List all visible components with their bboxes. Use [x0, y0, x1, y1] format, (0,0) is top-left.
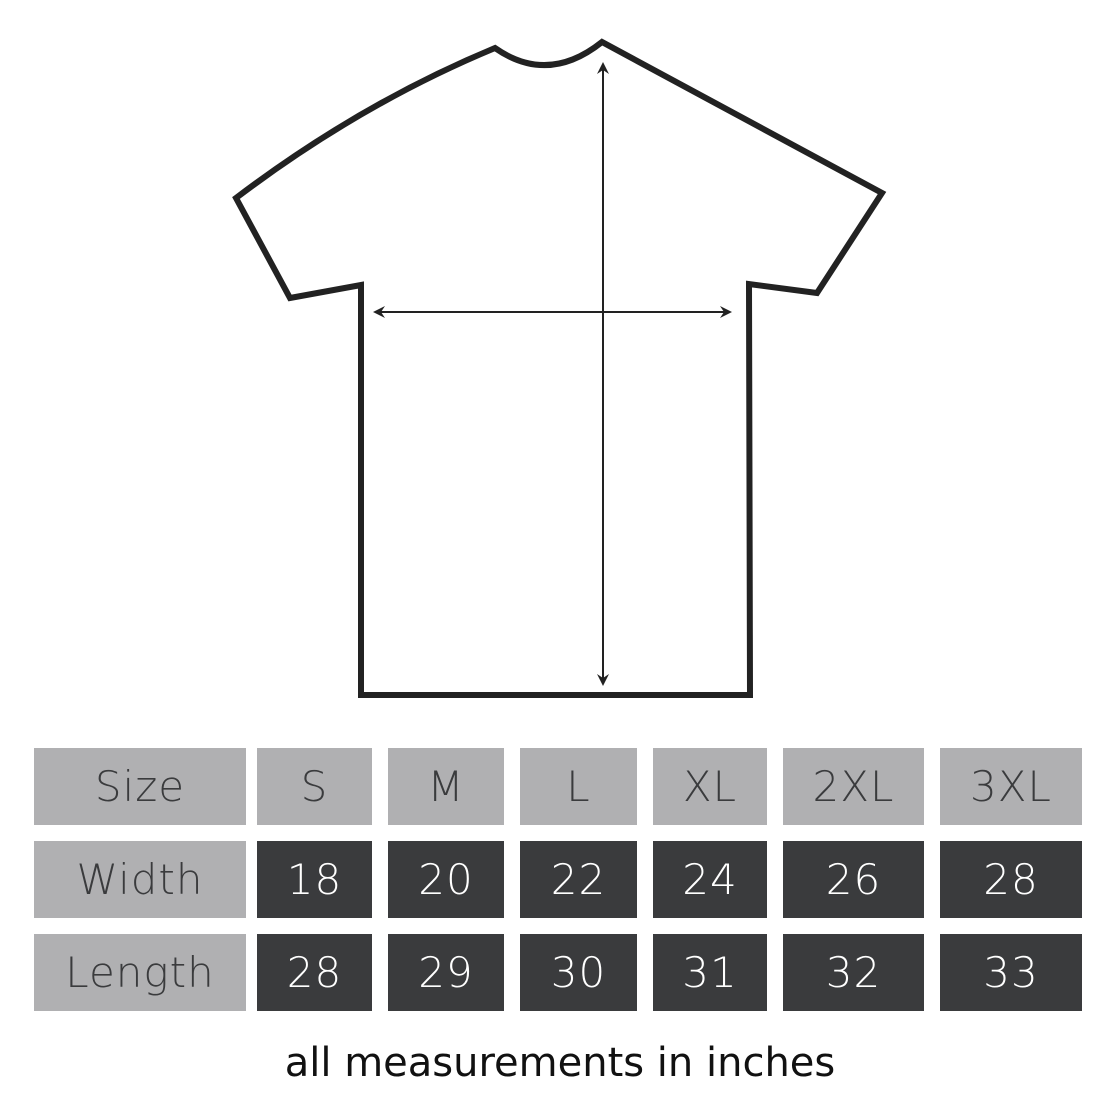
measurement-cell: 24 [653, 841, 767, 918]
size-header: L [520, 748, 637, 825]
size-header: S [257, 748, 372, 825]
measurement-cell: 31 [653, 934, 767, 1011]
header-label: Size [34, 748, 246, 825]
measurement-cell: 22 [520, 841, 637, 918]
measurement-cell: 28 [940, 841, 1082, 918]
measurement-cell: 29 [388, 934, 504, 1011]
measurement-cell: 30 [520, 934, 637, 1011]
measurement-cell: 28 [257, 934, 372, 1011]
row-label: Width [34, 841, 246, 918]
measurement-cell: 18 [257, 841, 372, 918]
tshirt-diagram [232, 38, 887, 698]
size-header: 2XL [783, 748, 924, 825]
measurement-cell: 26 [783, 841, 924, 918]
tshirt-outline [232, 38, 887, 698]
size-header: M [388, 748, 504, 825]
size-header: XL [653, 748, 767, 825]
size-header: 3XL [940, 748, 1082, 825]
measurement-cell: 32 [783, 934, 924, 1011]
row-label: Length [34, 934, 246, 1011]
measurement-cell: 33 [940, 934, 1082, 1011]
measurement-note: all measurements in inches [284, 1040, 836, 1086]
measurement-cell: 20 [388, 841, 504, 918]
